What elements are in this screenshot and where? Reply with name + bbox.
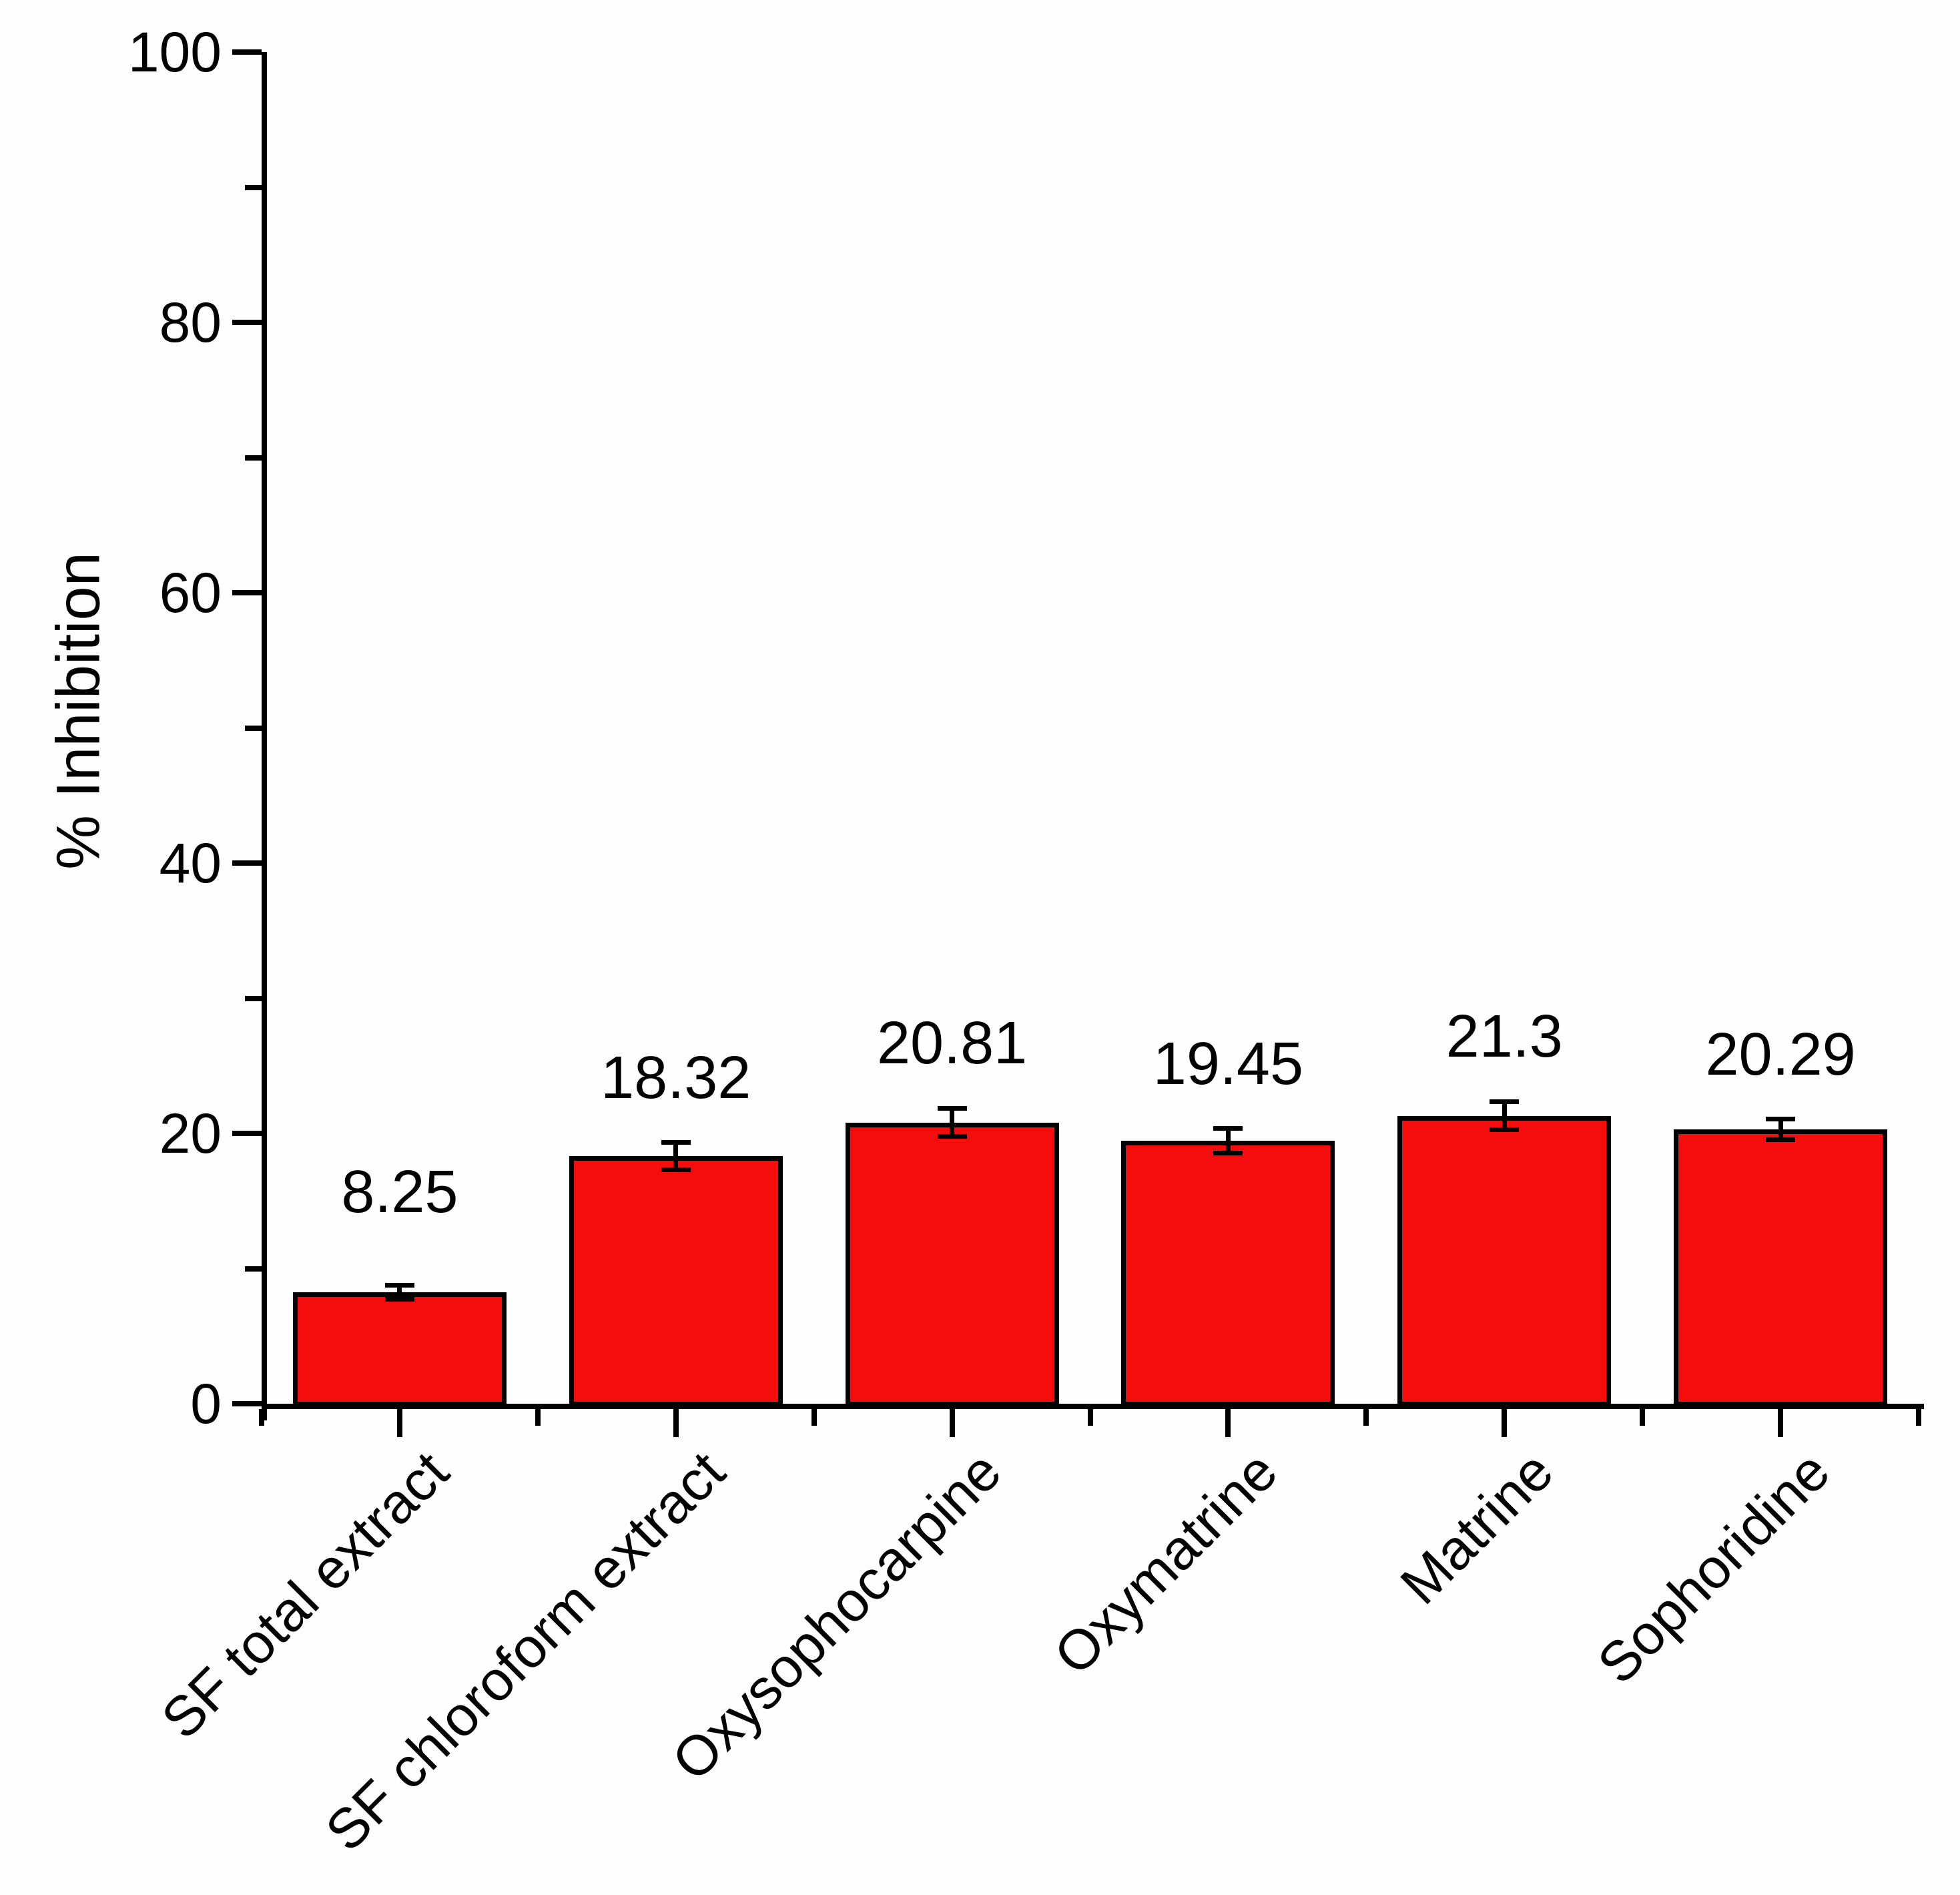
bar [1674, 1129, 1888, 1406]
bar-value-label: 8.25 [341, 1158, 458, 1226]
bar [292, 1292, 507, 1406]
error-bar-line [950, 1108, 955, 1137]
error-bar-line [397, 1285, 402, 1300]
bar-value-label: 21.3 [1445, 1003, 1563, 1071]
y-minor-tick [245, 1266, 262, 1272]
y-tick-label: 40 [159, 832, 222, 894]
y-tick-label: 20 [159, 1102, 222, 1165]
x-major-tick [396, 1409, 402, 1437]
category-label: Oxymatrine [1042, 1439, 1289, 1687]
bar-value-label: 18.32 [601, 1044, 751, 1111]
bar-value-label: 20.29 [1705, 1021, 1856, 1088]
x-minor-tick [1640, 1409, 1646, 1426]
x-major-tick [673, 1409, 679, 1437]
error-bar-cap-bottom [1490, 1127, 1520, 1133]
category-label: Sophoridine [1585, 1439, 1842, 1695]
y-major-tick [232, 320, 262, 325]
error-bar-cap-top [1490, 1099, 1520, 1104]
bar [845, 1122, 1059, 1406]
error-bar-cap-bottom [384, 1296, 414, 1302]
bar-value-label: 19.45 [1153, 1030, 1304, 1097]
y-major-tick [232, 1401, 262, 1406]
x-major-tick [949, 1409, 955, 1437]
bar [1397, 1115, 1612, 1406]
y-tick-label: 80 [159, 291, 222, 354]
error-bar-line [1778, 1119, 1783, 1140]
category-label: Matrine [1388, 1439, 1566, 1616]
y-tick-label: 100 [127, 21, 222, 83]
error-bar-cap-top [661, 1140, 691, 1145]
error-bar-line [673, 1142, 679, 1170]
y-minor-tick [245, 995, 262, 1001]
x-axis-line [262, 1404, 1924, 1409]
x-major-tick [1502, 1409, 1508, 1437]
error-bar-cap-top [384, 1283, 414, 1288]
error-bar-cap-top [1766, 1117, 1796, 1122]
y-tick-label: 0 [190, 1372, 222, 1435]
y-major-tick [232, 49, 262, 55]
error-bar-cap-top [1213, 1126, 1243, 1131]
error-bar-cap-bottom [661, 1167, 691, 1172]
y-major-tick [232, 860, 262, 866]
error-bar-line [1225, 1128, 1231, 1153]
x-major-tick [1225, 1409, 1231, 1437]
error-bar-cap-bottom [937, 1134, 967, 1139]
category-label: SF total extract [149, 1439, 460, 1751]
x-minor-tick [811, 1409, 817, 1426]
y-axis-line [262, 52, 267, 1420]
bar [1121, 1141, 1335, 1406]
error-bar-cap-bottom [1213, 1150, 1243, 1155]
x-minor-tick [1363, 1409, 1369, 1426]
y-minor-tick [245, 184, 262, 190]
error-bar-cap-bottom [1766, 1137, 1796, 1142]
bar-value-label: 20.81 [876, 1010, 1028, 1077]
error-bar-line [1502, 1101, 1507, 1130]
x-minor-tick [535, 1409, 541, 1426]
y-minor-tick [245, 725, 262, 731]
y-major-tick [232, 1131, 262, 1136]
bar [569, 1156, 783, 1406]
x-major-tick [1778, 1409, 1784, 1437]
error-bar-cap-top [937, 1105, 967, 1111]
y-major-tick [232, 590, 262, 595]
x-minor-tick [1087, 1409, 1093, 1426]
y-tick-label: 60 [159, 561, 222, 624]
y-minor-tick [245, 455, 262, 461]
x-minor-tick [1916, 1409, 1921, 1426]
